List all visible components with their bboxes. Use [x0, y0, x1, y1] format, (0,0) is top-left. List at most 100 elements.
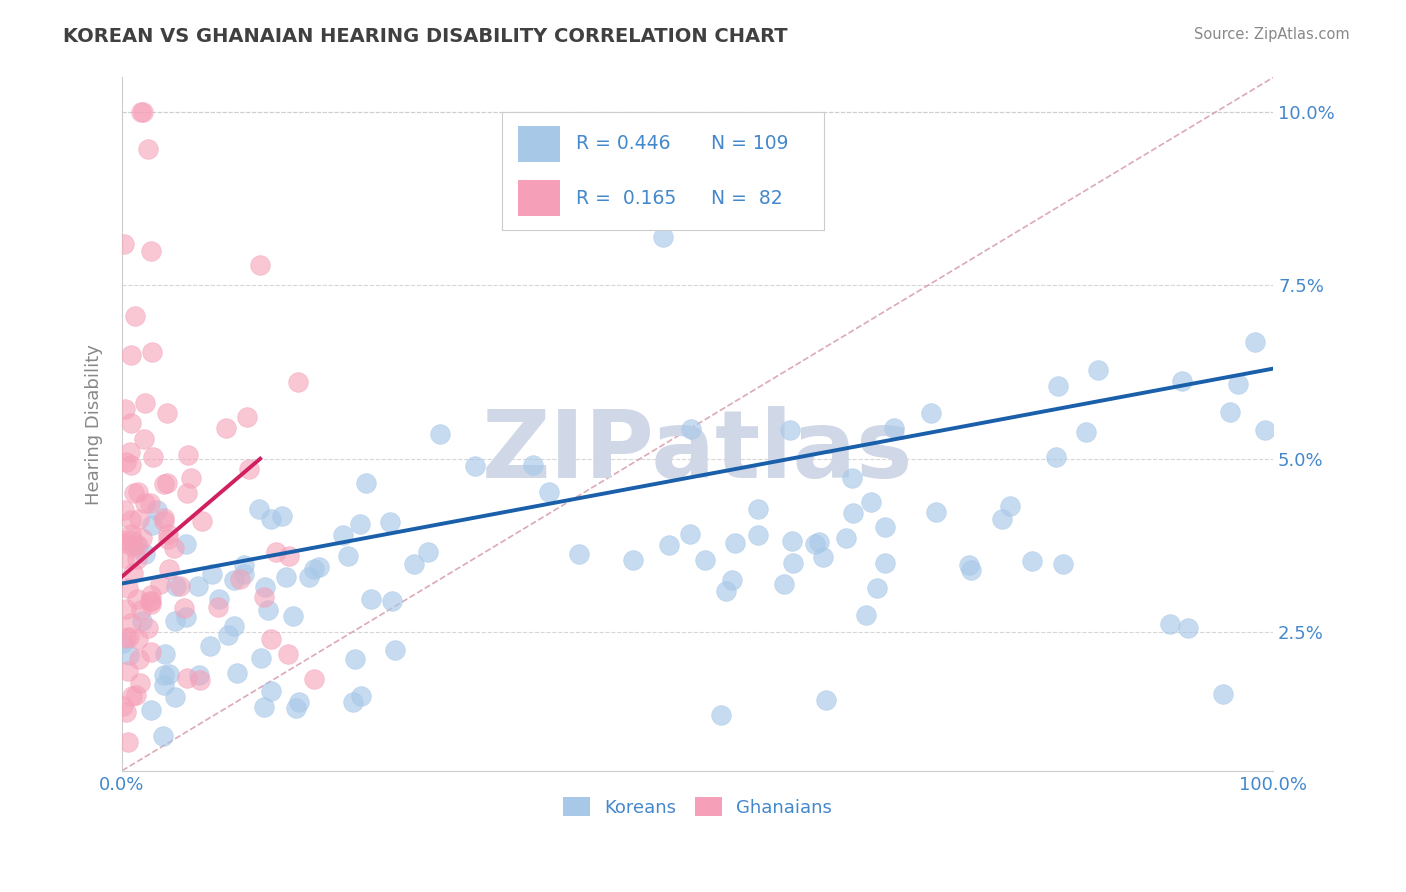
Point [120, 348, 142, 362]
Point [125, 551, 148, 566]
Point [464, 459, 486, 474]
Point [264, 545, 287, 559]
Point [127, 537, 149, 551]
Point [217, 628, 239, 642]
Point [188, 668, 211, 682]
Point [354, 476, 377, 491]
Y-axis label: Hearing Disability: Hearing Disability [86, 343, 103, 505]
Point [125, 537, 148, 551]
Point [201, 567, 224, 582]
Point [169, 578, 191, 592]
Point [342, 695, 364, 709]
Point [991, 511, 1014, 525]
Point [111, 699, 134, 714]
Point [233, 558, 256, 573]
Point [215, 420, 238, 434]
Text: ZIPatlas: ZIPatlas [482, 406, 914, 498]
Point [224, 619, 246, 633]
Point [959, 563, 981, 577]
Point [141, 345, 163, 359]
Point [1021, 554, 1043, 568]
Point [841, 471, 863, 485]
Point [142, 450, 165, 464]
Point [277, 647, 299, 661]
Point [117, 735, 139, 749]
Point [131, 105, 153, 120]
Point [384, 643, 406, 657]
Point [1052, 557, 1074, 571]
Point [277, 549, 299, 563]
Point [875, 556, 897, 570]
Point [920, 406, 942, 420]
Point [129, 603, 152, 617]
Point [187, 579, 209, 593]
Point [176, 448, 198, 462]
Point [807, 535, 830, 549]
Point [815, 693, 838, 707]
Point [658, 538, 681, 552]
Point [120, 615, 142, 630]
Point [302, 673, 325, 687]
Point [522, 458, 544, 473]
Point [773, 577, 796, 591]
Point [112, 503, 135, 517]
Text: KOREAN VS GHANAIAN HEARING DISABILITY CORRELATION CHART: KOREAN VS GHANAIAN HEARING DISABILITY CO… [63, 27, 787, 45]
Point [249, 258, 271, 272]
Point [260, 512, 283, 526]
Point [174, 537, 197, 551]
Point [621, 553, 644, 567]
Point [153, 514, 176, 528]
Point [112, 236, 135, 251]
Point [253, 699, 276, 714]
Point [804, 537, 827, 551]
Point [114, 401, 136, 416]
Point [127, 632, 149, 646]
Point [1159, 617, 1181, 632]
Point [120, 513, 142, 527]
Point [156, 406, 179, 420]
Point [121, 689, 143, 703]
Point [207, 599, 229, 614]
Point [925, 505, 948, 519]
Point [114, 602, 136, 616]
Point [855, 607, 877, 622]
Point [681, 422, 703, 436]
Point [157, 667, 180, 681]
Point [287, 375, 309, 389]
Point [288, 695, 311, 709]
Point [131, 614, 153, 628]
Point [1171, 374, 1194, 388]
Point [378, 516, 401, 530]
Point [124, 309, 146, 323]
Point [125, 688, 148, 702]
Point [337, 549, 360, 563]
Point [232, 567, 254, 582]
Point [416, 545, 439, 559]
Point [115, 631, 138, 645]
Point [127, 484, 149, 499]
Point [120, 458, 142, 473]
Point [128, 512, 150, 526]
Point [146, 503, 169, 517]
Point [208, 591, 231, 606]
Point [141, 703, 163, 717]
Point [349, 517, 371, 532]
Point [883, 421, 905, 435]
Point [191, 515, 214, 529]
Point [173, 601, 195, 615]
Point [679, 527, 702, 541]
Point [1177, 621, 1199, 635]
Point [156, 475, 179, 490]
Point [308, 560, 330, 574]
Point [250, 651, 273, 665]
Point [429, 427, 451, 442]
Point [118, 630, 141, 644]
Point [254, 580, 277, 594]
Point [165, 615, 187, 629]
Point [112, 636, 135, 650]
Point [132, 105, 155, 120]
Point [229, 572, 252, 586]
Point [1074, 425, 1097, 439]
Point [139, 598, 162, 612]
Point [122, 541, 145, 555]
